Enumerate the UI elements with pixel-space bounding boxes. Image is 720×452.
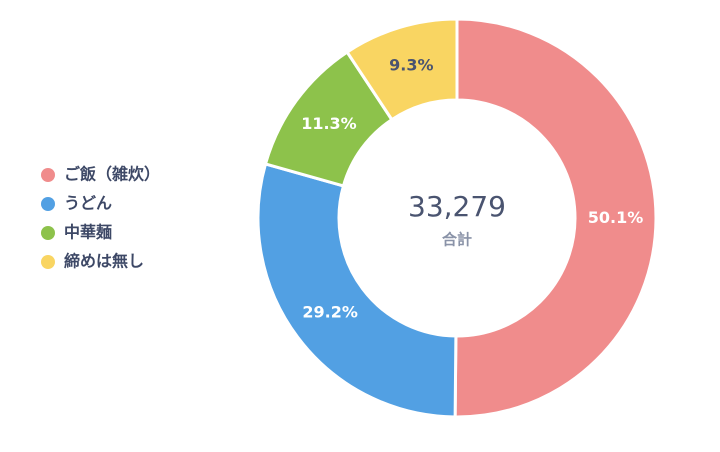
- center-total: 33,279: [408, 190, 506, 223]
- slice-label: 50.1%: [588, 208, 644, 227]
- donut-slice: [453, 17, 658, 419]
- slice-label: 11.3%: [301, 114, 357, 133]
- donut-slice: [256, 162, 458, 419]
- donut-slice: [345, 17, 459, 122]
- legend-label: 中華麺: [64, 223, 112, 242]
- center-caption: 合計: [441, 231, 472, 249]
- legend-label: うどん: [64, 194, 112, 213]
- legend-swatch: [41, 197, 55, 211]
- legend-label: 締めは無し: [64, 252, 144, 271]
- legend-swatch: [41, 255, 55, 269]
- slice-label: 29.2%: [302, 303, 358, 322]
- legend-label: ご飯（雑炊）: [64, 165, 160, 184]
- legend-swatch: [41, 226, 55, 240]
- slice-label: 9.3%: [389, 56, 433, 75]
- legend-swatch: [41, 168, 55, 182]
